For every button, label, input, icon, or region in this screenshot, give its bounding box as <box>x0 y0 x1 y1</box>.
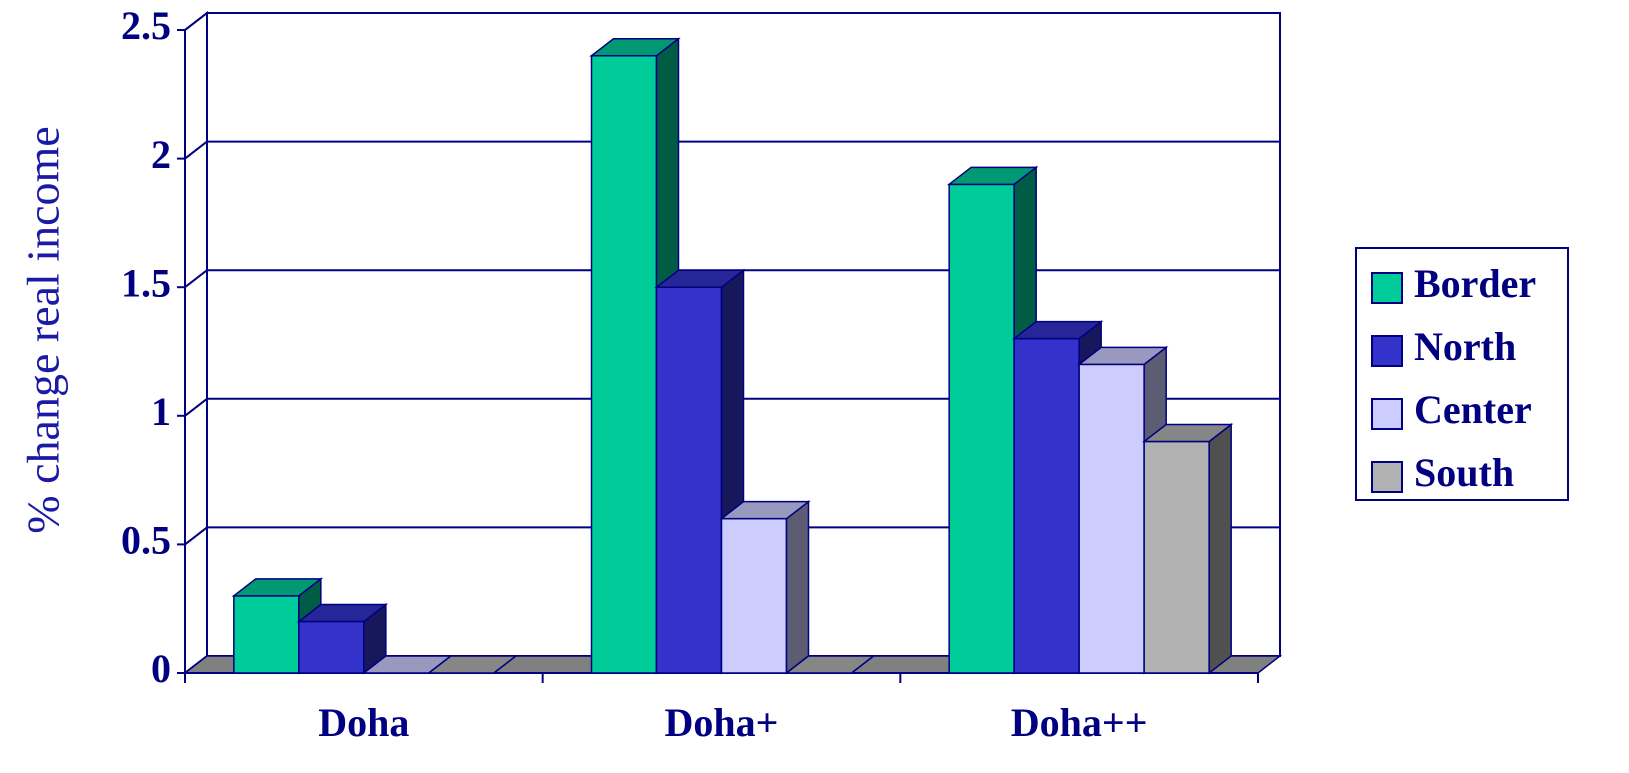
x-tick-label: Doha++ <box>1011 700 1148 745</box>
legend-swatch <box>1371 398 1403 430</box>
y-tick-label: 0 <box>151 646 171 691</box>
grid-line <box>184 269 208 288</box>
bar-top <box>296 603 389 623</box>
bar <box>1141 422 1234 675</box>
bar-top <box>784 655 876 674</box>
bar <box>719 500 811 675</box>
legend-label: South <box>1414 450 1514 495</box>
grid-line <box>184 398 208 417</box>
side-wall <box>184 10 208 676</box>
x-tick-label: Doha+ <box>665 700 779 745</box>
bar-top <box>1076 346 1169 366</box>
legend-label: North <box>1414 324 1516 369</box>
bar-front <box>590 54 658 674</box>
bar-side <box>1208 422 1232 675</box>
bar-front <box>1078 363 1145 674</box>
bar <box>426 655 519 674</box>
bar-top <box>426 655 519 674</box>
bar-top <box>719 500 811 520</box>
y-tick-label: 1 <box>151 389 171 434</box>
bar-front <box>233 595 300 674</box>
bar-front <box>720 517 788 674</box>
grid-line <box>184 12 208 31</box>
bar-top <box>946 166 1039 186</box>
y-tick-label: 0.5 <box>121 518 171 563</box>
bar-top <box>654 269 746 288</box>
bar-front <box>298 620 365 674</box>
legend-swatch <box>1371 461 1403 493</box>
y-tick-label: 2.5 <box>121 3 171 48</box>
grid-line <box>184 140 208 160</box>
bar-top <box>231 578 324 597</box>
bar-front <box>1013 337 1080 674</box>
y-tick-label: 1.5 <box>121 260 171 305</box>
bar-front <box>655 286 723 674</box>
bar <box>784 655 876 674</box>
bar-top <box>1011 320 1104 340</box>
bar-side <box>785 500 810 675</box>
bar-top <box>589 37 681 57</box>
legend-label: Center <box>1414 387 1532 432</box>
y-tick-label: 2 <box>151 132 171 177</box>
legend-swatch <box>1371 335 1403 367</box>
grid-line <box>184 526 208 546</box>
y-axis-label: % change real income <box>18 126 69 533</box>
x-tick-label: Doha <box>318 700 409 745</box>
bar-top <box>1141 423 1234 443</box>
bar <box>296 603 389 675</box>
bar-front <box>948 183 1015 674</box>
legend-swatch <box>1371 272 1403 304</box>
legend-label: Border <box>1414 261 1536 306</box>
bar-front <box>1143 440 1210 674</box>
